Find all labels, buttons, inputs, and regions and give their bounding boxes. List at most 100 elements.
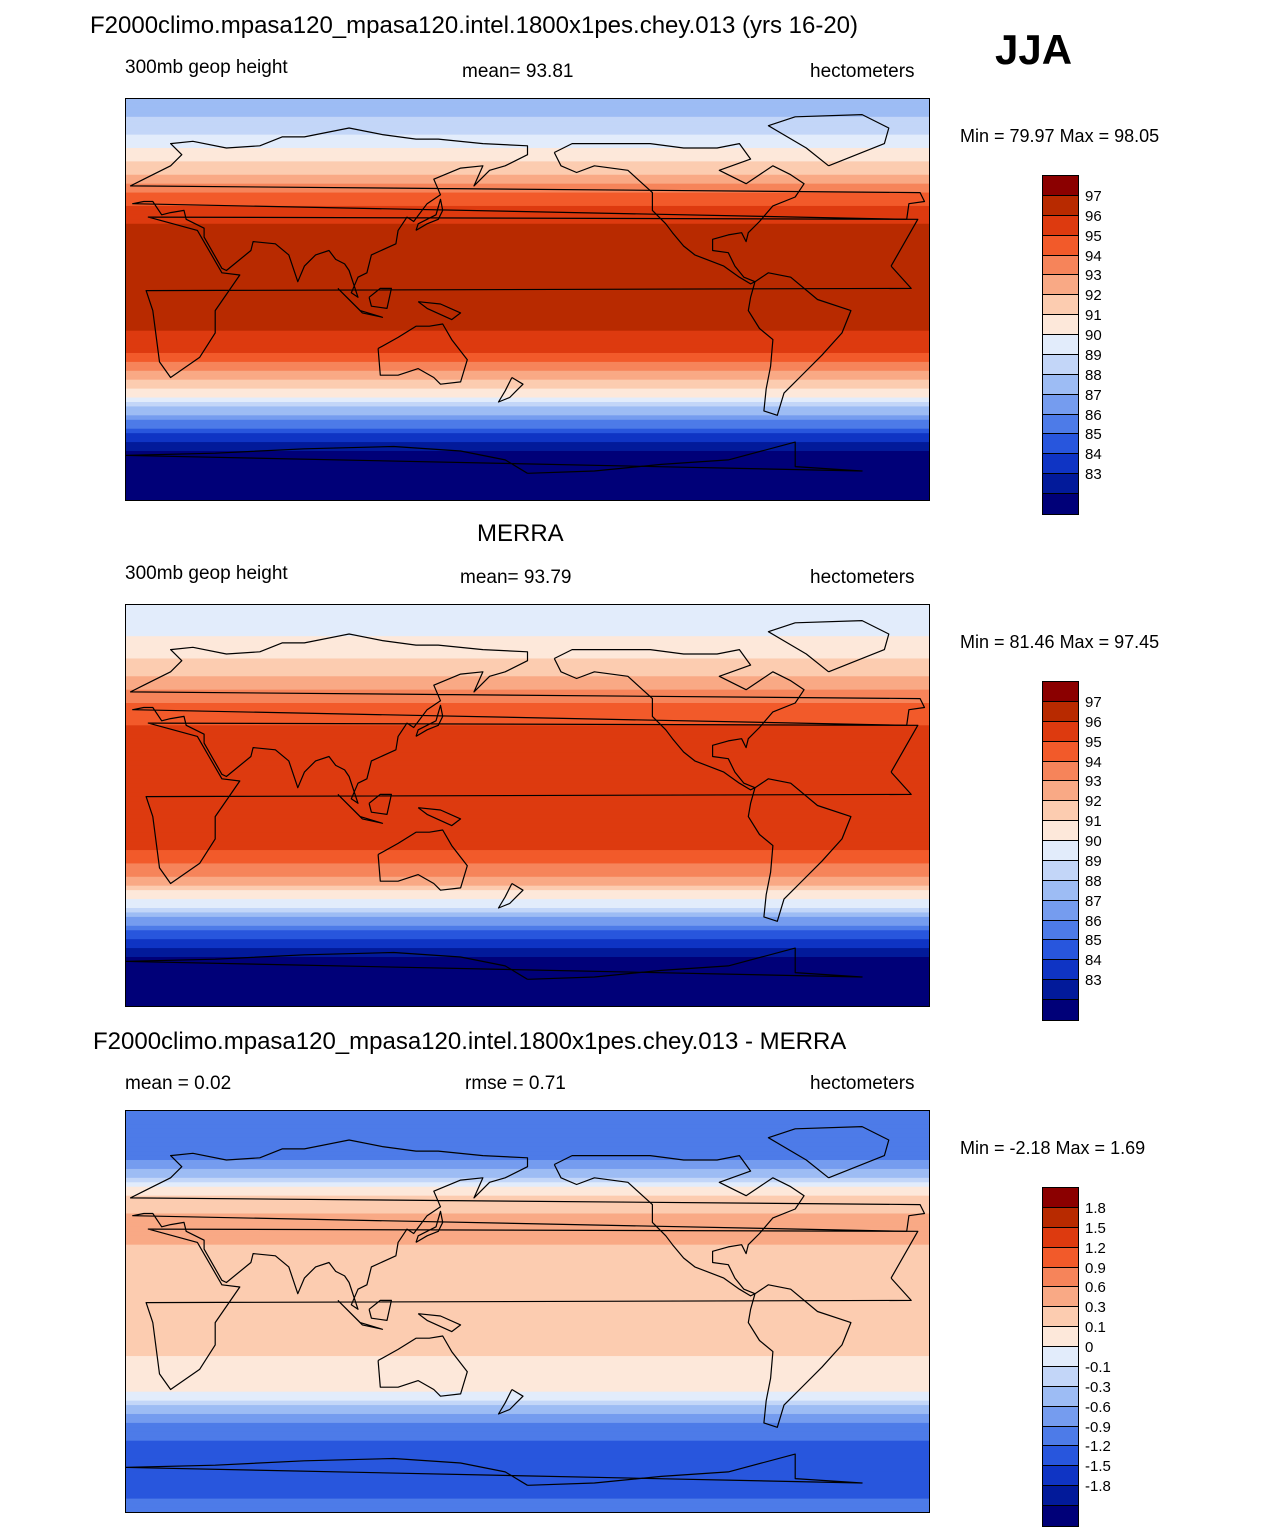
field-band xyxy=(126,188,929,194)
field-band xyxy=(126,881,929,887)
colorbar-tick-label: 95 xyxy=(1085,227,1102,245)
field-band xyxy=(126,983,929,989)
field-band xyxy=(126,609,929,615)
colorbar-segment xyxy=(1043,1466,1078,1487)
field-band xyxy=(126,459,929,465)
field-band xyxy=(126,268,929,274)
field-band xyxy=(126,716,929,722)
coastline xyxy=(767,620,890,673)
field-band xyxy=(126,667,929,673)
field-band xyxy=(126,379,929,385)
field-band xyxy=(126,254,929,260)
colorbar-segment xyxy=(1043,434,1078,455)
field-band xyxy=(126,1173,929,1179)
field-band xyxy=(126,1471,929,1477)
colorbar-tick-label: 92 xyxy=(1085,793,1102,811)
panel-2-map-svg xyxy=(126,605,929,1006)
field-band xyxy=(126,1284,929,1290)
coastline xyxy=(129,1139,926,1310)
coastline xyxy=(417,301,462,321)
field-band xyxy=(126,845,929,851)
field-band xyxy=(126,99,929,105)
panel-1-map-svg xyxy=(126,99,929,500)
field-band xyxy=(126,1422,929,1428)
field-band xyxy=(126,352,929,359)
field-band xyxy=(126,1454,929,1460)
field-band xyxy=(126,161,929,167)
field-band xyxy=(126,424,929,430)
coastline xyxy=(145,722,919,885)
field-band xyxy=(126,1378,929,1384)
coastline xyxy=(337,287,384,318)
field-band xyxy=(126,205,929,211)
field-band xyxy=(126,818,929,824)
field-band xyxy=(126,491,929,497)
colorbar-segment xyxy=(1043,474,1078,494)
field-band xyxy=(126,228,929,234)
field-band xyxy=(126,473,929,479)
panel-1-title: F2000climo.mpasa120_mpasa120.intel.1800x… xyxy=(90,12,859,39)
colorbar-segment xyxy=(1043,1347,1078,1367)
field-band xyxy=(126,339,929,345)
coastline xyxy=(337,1299,384,1330)
field-band xyxy=(126,872,929,878)
coastline xyxy=(415,198,444,231)
colorbar-tick-label: 97 xyxy=(1085,693,1102,711)
colorbar-tick-label: 86 xyxy=(1085,912,1102,930)
field-band xyxy=(126,433,929,439)
field-band xyxy=(126,134,929,140)
colorbar-segment xyxy=(1043,1000,1078,1020)
colorbar-tick-label: 86 xyxy=(1085,406,1102,424)
field-band xyxy=(126,622,929,628)
panel-3-minmax: Min = -2.18 Max = 1.69 xyxy=(960,1138,1146,1158)
colorbar-tick-label: -1.8 xyxy=(1085,1478,1111,1496)
coastline xyxy=(368,287,392,309)
field-band xyxy=(126,988,929,994)
field-band xyxy=(126,312,929,318)
field-band xyxy=(126,384,929,390)
field-band xyxy=(126,680,929,686)
field-band xyxy=(126,725,929,731)
field-band xyxy=(126,450,929,457)
field-band xyxy=(126,495,929,500)
field-band xyxy=(126,747,929,753)
field-band xyxy=(126,464,929,470)
panel-1-center-label: mean= 93.81 xyxy=(462,61,574,82)
coastline xyxy=(747,1284,852,1428)
colorbar-tick-label: 85 xyxy=(1085,426,1102,444)
field-band xyxy=(126,246,929,252)
field-band xyxy=(126,1507,929,1512)
field-band xyxy=(126,1351,929,1357)
field-band xyxy=(126,885,929,891)
field-band xyxy=(126,907,929,914)
field-band xyxy=(126,1467,929,1473)
colorbar-segment xyxy=(1043,374,1078,395)
colorbar-segment xyxy=(1043,315,1078,335)
colorbar-tick-label: 87 xyxy=(1085,892,1102,910)
field-band xyxy=(126,1111,929,1117)
field-band xyxy=(126,1329,929,1335)
field-band xyxy=(126,1458,929,1464)
field-band xyxy=(126,729,929,735)
field-band xyxy=(126,1266,929,1272)
colorbar-tick-label: 84 xyxy=(1085,952,1102,970)
field-band xyxy=(126,809,929,816)
field-band xyxy=(126,939,929,945)
colorbar-tick-label: 91 xyxy=(1085,813,1102,831)
field-band xyxy=(126,375,929,381)
field-band xyxy=(126,1231,929,1237)
field-band xyxy=(126,1186,929,1192)
field-band xyxy=(126,858,929,865)
field-band xyxy=(126,1427,929,1433)
field-band xyxy=(126,1249,929,1255)
field-band xyxy=(126,676,929,682)
field-band xyxy=(126,183,929,189)
colorbar-tick-label: 92 xyxy=(1085,287,1102,305)
field-band xyxy=(126,760,929,766)
colorbar-segment xyxy=(1043,920,1078,941)
field-band xyxy=(126,1191,929,1197)
field-band xyxy=(126,805,929,811)
field-band xyxy=(126,707,929,713)
panel-1-map xyxy=(125,98,930,501)
field-band xyxy=(126,165,929,171)
